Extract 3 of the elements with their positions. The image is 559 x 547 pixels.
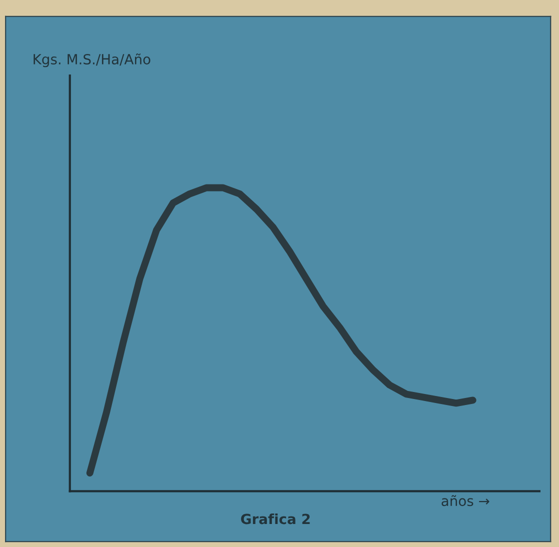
- text: Kgs. M.S./Ha/Año: [34, 53, 150, 68]
- x-axis-title: años →: [442, 495, 490, 506]
- text: Grafica 2: [241, 513, 310, 524]
